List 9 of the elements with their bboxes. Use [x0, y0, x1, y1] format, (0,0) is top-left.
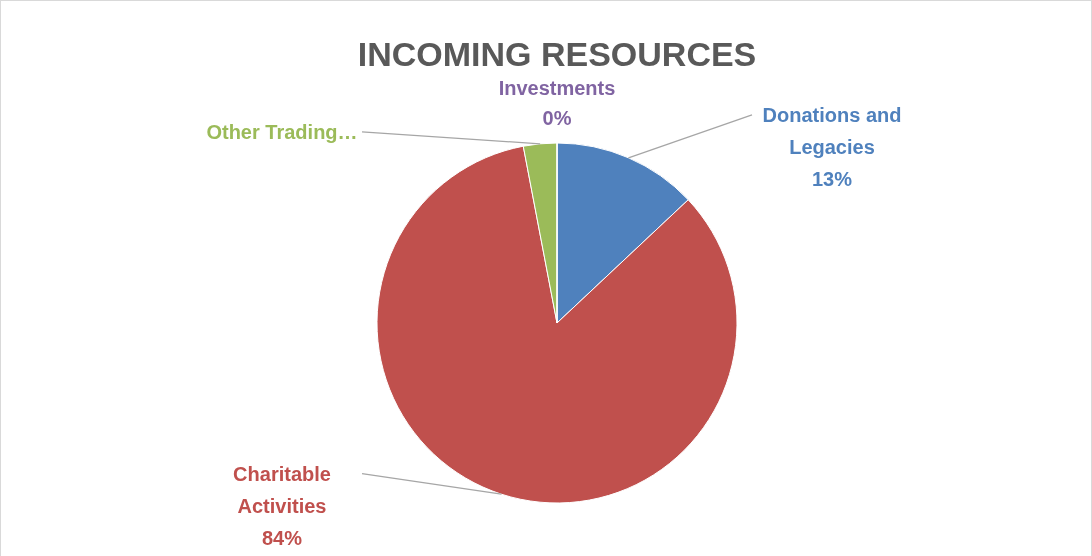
category-label: Investments: [498, 77, 616, 99]
chart-title: INCOMING RESOURCES: [357, 35, 757, 73]
pie-slice: [376, 145, 738, 504]
slice-label: Donations and Legacies: [762, 103, 902, 158]
slice-label: Charitable Activities: [233, 462, 331, 517]
text: 0%: [542, 107, 572, 129]
data-label: 84%: [261, 526, 303, 549]
slice-label: Other Trading…: [206, 120, 358, 143]
data-label: 13%: [811, 167, 853, 190]
